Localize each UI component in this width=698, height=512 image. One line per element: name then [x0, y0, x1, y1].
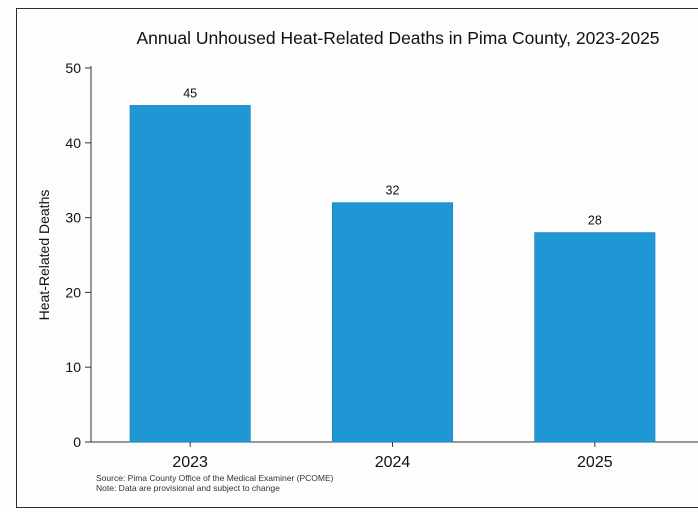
chart-title: Annual Unhoused Heat-Related Deaths in P… [136, 28, 659, 48]
y-tick-label: 30 [65, 210, 81, 226]
provisional-note: Note: Data are provisional and subject t… [96, 483, 280, 493]
y-tick-label: 50 [65, 60, 81, 76]
y-axis-label: Heat-Related Deaths [36, 190, 52, 321]
x-tick-label-2025: 2025 [577, 454, 613, 471]
data-label-2024: 32 [386, 184, 400, 198]
bar-series: 45 32 28 [129, 86, 656, 443]
y-tick-label: 10 [65, 359, 81, 375]
bar-2025 [534, 232, 656, 443]
data-label-2025: 28 [588, 214, 602, 228]
bar-2023 [129, 105, 251, 443]
x-tick-label-2023: 2023 [172, 454, 208, 471]
chart-border [16, 8, 698, 508]
y-tick-label: 20 [65, 284, 81, 300]
data-label-2023: 45 [183, 86, 197, 100]
x-tick-label-2024: 2024 [375, 454, 411, 471]
y-tick-label: 40 [65, 135, 81, 151]
y-tick-label: 0 [73, 434, 81, 450]
bar-2024 [332, 202, 453, 443]
source-note: Source: Pima County Office of the Medica… [96, 473, 334, 483]
